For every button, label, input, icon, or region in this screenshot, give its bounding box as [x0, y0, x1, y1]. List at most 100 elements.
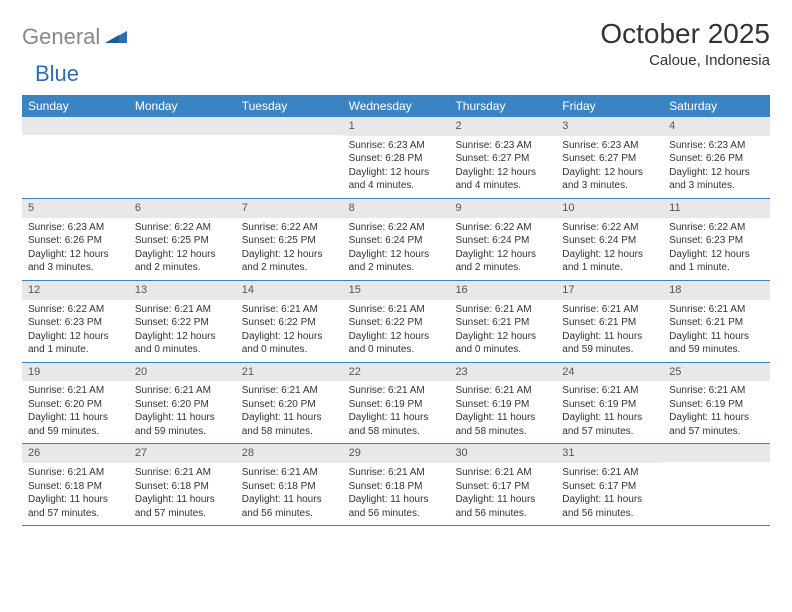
sunset-text: Sunset: 6:18 PM: [242, 480, 337, 494]
day-cell: 26Sunrise: 6:21 AMSunset: 6:18 PMDayligh…: [22, 444, 129, 525]
sunset-text: Sunset: 6:17 PM: [562, 480, 657, 494]
daylight-text: Daylight: 12 hours and 0 minutes.: [455, 330, 550, 357]
day-number: [236, 117, 343, 135]
sunset-text: Sunset: 6:27 PM: [455, 152, 550, 166]
sunrise-text: Sunrise: 6:21 AM: [349, 384, 444, 398]
daylight-text: Daylight: 12 hours and 3 minutes.: [669, 166, 764, 193]
daylight-text: Daylight: 11 hours and 56 minutes.: [455, 493, 550, 520]
day-cell: 6Sunrise: 6:22 AMSunset: 6:25 PMDaylight…: [129, 199, 236, 280]
day-number: 19: [22, 363, 129, 382]
day-cell: 21Sunrise: 6:21 AMSunset: 6:20 PMDayligh…: [236, 363, 343, 444]
daylight-text: Daylight: 11 hours and 57 minutes.: [135, 493, 230, 520]
weekday-tue: Tuesday: [236, 95, 343, 117]
day-content: Sunrise: 6:23 AMSunset: 6:27 PMDaylight:…: [449, 136, 556, 198]
sunset-text: Sunset: 6:19 PM: [669, 398, 764, 412]
day-cell: 4 Sunrise: 6:23 AMSunset: 6:26 PMDaylight…: [663, 117, 770, 198]
sunset-text: Sunset: 6:19 PM: [562, 398, 657, 412]
sunset-text: Sunset: 6:26 PM: [669, 152, 764, 166]
sunrise-text: Sunrise: 6:22 AM: [242, 221, 337, 235]
daylight-text: Daylight: 12 hours and 4 minutes.: [349, 166, 444, 193]
daylight-text: Daylight: 12 hours and 0 minutes.: [135, 330, 230, 357]
day-cell: 14Sunrise: 6:21 AMSunset: 6:22 PMDayligh…: [236, 281, 343, 362]
day-content: Sunrise: 6:21 AMSunset: 6:22 PMDaylight:…: [129, 300, 236, 362]
sunrise-text: Sunrise: 6:21 AM: [28, 466, 123, 480]
day-content: Sunrise: 6:22 AMSunset: 6:23 PMDaylight:…: [663, 218, 770, 280]
daylight-text: Daylight: 11 hours and 59 minutes.: [669, 330, 764, 357]
day-content: Sunrise: 6:22 AMSunset: 6:24 PMDaylight:…: [556, 218, 663, 280]
day-cell: 3Sunrise: 6:23 AMSunset: 6:27 PMDaylight…: [556, 117, 663, 198]
sunrise-text: Sunrise: 6:21 AM: [669, 384, 764, 398]
day-content: Sunrise: 6:21 AMSunset: 6:18 PMDaylight:…: [22, 463, 129, 525]
sunset-text: Sunset: 6:18 PM: [135, 480, 230, 494]
day-number: 1: [343, 117, 450, 136]
logo-triangle-icon: [105, 27, 127, 48]
sunset-text: Sunset: 6:20 PM: [135, 398, 230, 412]
day-content: Sunrise: 6:21 AMSunset: 6:18 PMDaylight:…: [129, 463, 236, 525]
day-number: 2: [449, 117, 556, 136]
day-cell: 22Sunrise: 6:21 AMSunset: 6:19 PMDayligh…: [343, 363, 450, 444]
daylight-text: Daylight: 11 hours and 56 minutes.: [562, 493, 657, 520]
sunset-text: Sunset: 6:19 PM: [349, 398, 444, 412]
sunset-text: Sunset: 6:24 PM: [562, 234, 657, 248]
month-title: October 2025: [600, 18, 770, 50]
day-cell: 25Sunrise: 6:21 AMSunset: 6:19 PMDayligh…: [663, 363, 770, 444]
daylight-text: Daylight: 12 hours and 1 minute.: [28, 330, 123, 357]
day-cell: [236, 117, 343, 198]
day-content: Sunrise: 6:23 AMSunset: 6:28 PMDaylight:…: [343, 136, 450, 198]
sunrise-text: Sunrise: 6:23 AM: [455, 139, 550, 153]
sunrise-text: Sunrise: 6:22 AM: [349, 221, 444, 235]
weekday-header-row: Sunday Monday Tuesday Wednesday Thursday…: [22, 95, 770, 117]
sunrise-text: Sunrise: 6:23 AM: [669, 139, 764, 153]
day-cell: 27Sunrise: 6:21 AMSunset: 6:18 PMDayligh…: [129, 444, 236, 525]
calendar-page: General October 2025 Caloue, Indonesia B…: [0, 0, 792, 544]
daylight-text: Daylight: 11 hours and 57 minutes.: [28, 493, 123, 520]
day-cell: 20Sunrise: 6:21 AMSunset: 6:20 PMDayligh…: [129, 363, 236, 444]
daylight-text: Daylight: 12 hours and 4 minutes.: [455, 166, 550, 193]
sunset-text: Sunset: 6:20 PM: [28, 398, 123, 412]
sunrise-text: Sunrise: 6:21 AM: [135, 384, 230, 398]
day-cell: [129, 117, 236, 198]
daylight-text: Daylight: 12 hours and 0 minutes.: [242, 330, 337, 357]
day-number: 5: [22, 199, 129, 218]
day-number: 29: [343, 444, 450, 463]
day-number: 16: [449, 281, 556, 300]
day-content: Sunrise: 6:21 AMSunset: 6:17 PMDaylight:…: [556, 463, 663, 525]
sunrise-text: Sunrise: 6:23 AM: [28, 221, 123, 235]
sunrise-text: Sunrise: 6:21 AM: [349, 466, 444, 480]
sunset-text: Sunset: 6:23 PM: [669, 234, 764, 248]
sunset-text: Sunset: 6:17 PM: [455, 480, 550, 494]
day-number: 9: [449, 199, 556, 218]
day-number: 13: [129, 281, 236, 300]
day-cell: 5Sunrise: 6:23 AMSunset: 6:26 PMDaylight…: [22, 199, 129, 280]
day-number: 10: [556, 199, 663, 218]
day-number: [663, 444, 770, 462]
day-content: Sunrise: 6:21 AMSunset: 6:19 PMDaylight:…: [343, 381, 450, 443]
day-number: 7: [236, 199, 343, 218]
sunset-text: Sunset: 6:19 PM: [455, 398, 550, 412]
sunrise-text: Sunrise: 6:21 AM: [669, 303, 764, 317]
day-content: Sunrise: 6:21 AMSunset: 6:22 PMDaylight:…: [236, 300, 343, 362]
daylight-text: Daylight: 12 hours and 2 minutes.: [135, 248, 230, 275]
sunrise-text: Sunrise: 6:21 AM: [455, 384, 550, 398]
weekday-fri: Friday: [556, 95, 663, 117]
day-content: Sunrise: 6:22 AMSunset: 6:24 PMDaylight:…: [449, 218, 556, 280]
day-cell: 13Sunrise: 6:21 AMSunset: 6:22 PMDayligh…: [129, 281, 236, 362]
daylight-text: Daylight: 12 hours and 1 minute.: [562, 248, 657, 275]
day-content: Sunrise: 6:23 AMSunset: 6:27 PMDaylight:…: [556, 136, 663, 198]
day-cell: [663, 444, 770, 525]
sunrise-text: Sunrise: 6:21 AM: [455, 466, 550, 480]
day-cell: 9Sunrise: 6:22 AMSunset: 6:24 PMDaylight…: [449, 199, 556, 280]
week-row: 5Sunrise: 6:23 AMSunset: 6:26 PMDaylight…: [22, 199, 770, 281]
sunset-text: Sunset: 6:25 PM: [242, 234, 337, 248]
daylight-text: Daylight: 11 hours and 58 minutes.: [242, 411, 337, 438]
day-number: 22: [343, 363, 450, 382]
sunset-text: Sunset: 6:20 PM: [242, 398, 337, 412]
day-content: Sunrise: 6:21 AMSunset: 6:18 PMDaylight:…: [236, 463, 343, 525]
day-cell: 23Sunrise: 6:21 AMSunset: 6:19 PMDayligh…: [449, 363, 556, 444]
day-number: 4: [663, 117, 770, 136]
daylight-text: Daylight: 11 hours and 59 minutes.: [562, 330, 657, 357]
daylight-text: Daylight: 11 hours and 56 minutes.: [242, 493, 337, 520]
day-content: Sunrise: 6:21 AMSunset: 6:20 PMDaylight:…: [129, 381, 236, 443]
sunrise-text: Sunrise: 6:22 AM: [28, 303, 123, 317]
sunset-text: Sunset: 6:23 PM: [28, 316, 123, 330]
